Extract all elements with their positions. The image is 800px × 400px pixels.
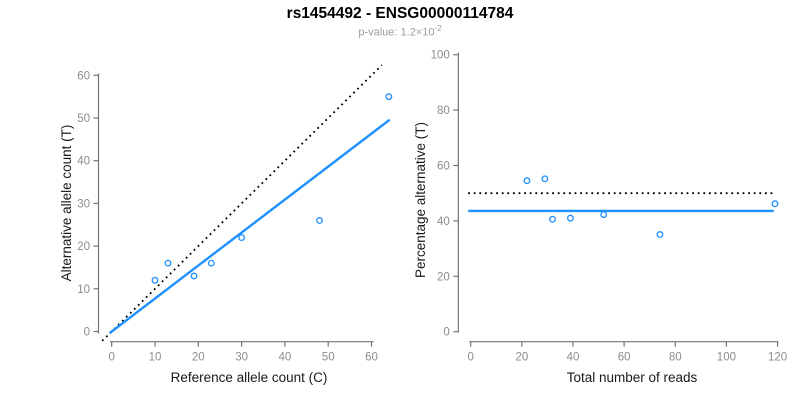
figure-subtitle: p-value: 1.2×10-2	[0, 24, 800, 39]
pvalue-times-sign: ×	[415, 26, 423, 39]
y-tick-label: 10	[77, 284, 90, 296]
x-tick-label: 60	[365, 352, 378, 364]
left-x-axis-title: Reference allele count (C)	[170, 370, 328, 385]
x-tick-label: 80	[669, 352, 682, 364]
x-tick-label: 30	[235, 352, 248, 364]
x-tick-label: 20	[515, 352, 528, 364]
y-tick-label: 20	[437, 271, 450, 283]
data-point	[164, 259, 172, 267]
plot-left: 0 10 20 30 40 50 60 0 10 20 30 40 50 60	[77, 64, 393, 364]
data-point	[541, 175, 549, 183]
x-tick-label: 40	[567, 352, 580, 364]
right-x-axis-title: Total number of reads	[566, 370, 698, 385]
pvalue-prefix: p-value:	[358, 26, 401, 39]
data-point	[771, 200, 779, 208]
pvalue-mantissa: 1.2	[400, 26, 416, 39]
y-tick-label: 60	[77, 70, 90, 82]
data-point	[549, 215, 556, 223]
data-point	[523, 177, 531, 185]
pvalue-base: 10	[422, 26, 435, 39]
right-y-axis-title: Percentage alternative (T)	[413, 121, 428, 279]
x-tick-label: 40	[279, 352, 292, 364]
figure-title: rs1454492 - ENSG00000114784	[286, 5, 514, 22]
y-tick-label: 50	[77, 113, 90, 125]
data-point	[385, 93, 393, 101]
left-y-axis-title: Alternative allele count (T)	[59, 124, 74, 282]
y-tick-label: 100	[431, 50, 450, 62]
data-point	[151, 276, 159, 284]
x-tick-label: 0	[108, 352, 114, 364]
plot-right: 0 20 40 60 80 100 0 20 40 60 80 100 120	[431, 50, 788, 364]
data-point	[207, 259, 215, 267]
data-point	[238, 234, 246, 242]
y-tick-label: 60	[437, 161, 450, 173]
pvalue-exponent: -2	[434, 24, 442, 33]
y-tick-label: 40	[437, 216, 450, 228]
y-tick-label: 40	[77, 156, 90, 168]
fit-line	[108, 118, 391, 335]
x-tick-label: 10	[149, 352, 162, 364]
y-tick-label: 20	[77, 241, 90, 253]
y-tick-label: 80	[437, 105, 450, 117]
data-point	[600, 211, 608, 218]
x-tick-label: 100	[717, 352, 736, 364]
y-tick-label: 0	[84, 327, 90, 339]
x-tick-label: 50	[322, 352, 335, 364]
data-point	[656, 231, 664, 238]
data-point	[190, 272, 198, 280]
x-tick-label: 60	[618, 352, 631, 364]
identity-line	[101, 64, 383, 342]
x-tick-label: 120	[768, 352, 787, 364]
y-tick-label: 0	[443, 327, 449, 339]
data-point	[566, 214, 574, 222]
y-tick-label: 30	[77, 198, 90, 210]
x-tick-label: 0	[467, 352, 473, 364]
x-tick-label: 20	[192, 352, 205, 364]
data-point	[316, 217, 323, 224]
